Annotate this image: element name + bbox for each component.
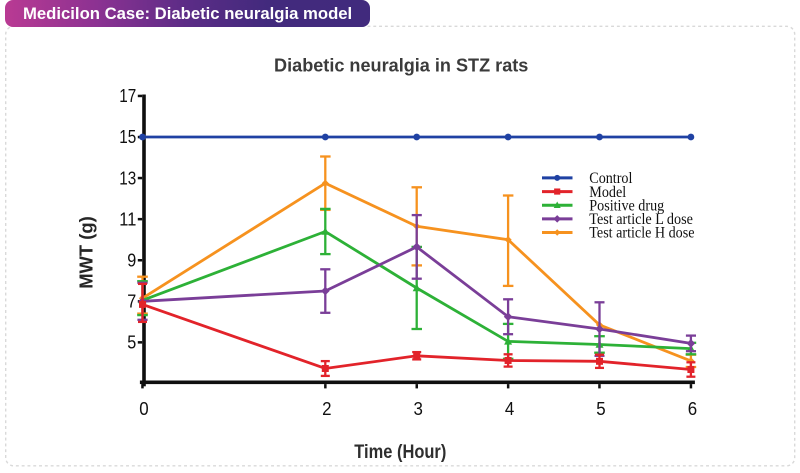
svg-text:5: 5 (596, 399, 605, 419)
svg-text:Positive drug: Positive drug (589, 197, 664, 214)
svg-text:Test article L dose: Test article L dose (589, 211, 693, 228)
svg-text:11: 11 (119, 209, 136, 229)
svg-text:MWT (g): MWT (g) (76, 216, 97, 289)
svg-text:2: 2 (322, 399, 331, 419)
svg-text:13: 13 (119, 168, 136, 188)
svg-text:9: 9 (127, 250, 136, 270)
svg-text:3: 3 (414, 399, 423, 419)
svg-text:Model: Model (589, 184, 626, 201)
svg-text:Time (Hour): Time (Hour) (354, 441, 446, 463)
svg-text:4: 4 (505, 399, 514, 419)
svg-text:Control: Control (589, 170, 632, 187)
svg-text:17: 17 (119, 86, 136, 106)
svg-text:15: 15 (119, 127, 136, 147)
svg-text:7: 7 (127, 292, 136, 312)
svg-text:6: 6 (688, 399, 697, 419)
svg-text:Diabetic neuralgia in STZ rats: Diabetic neuralgia in STZ rats (274, 55, 528, 76)
svg-text:0: 0 (139, 399, 148, 419)
svg-text:Test article H dose: Test article H dose (589, 225, 694, 242)
svg-text:5: 5 (127, 333, 136, 353)
